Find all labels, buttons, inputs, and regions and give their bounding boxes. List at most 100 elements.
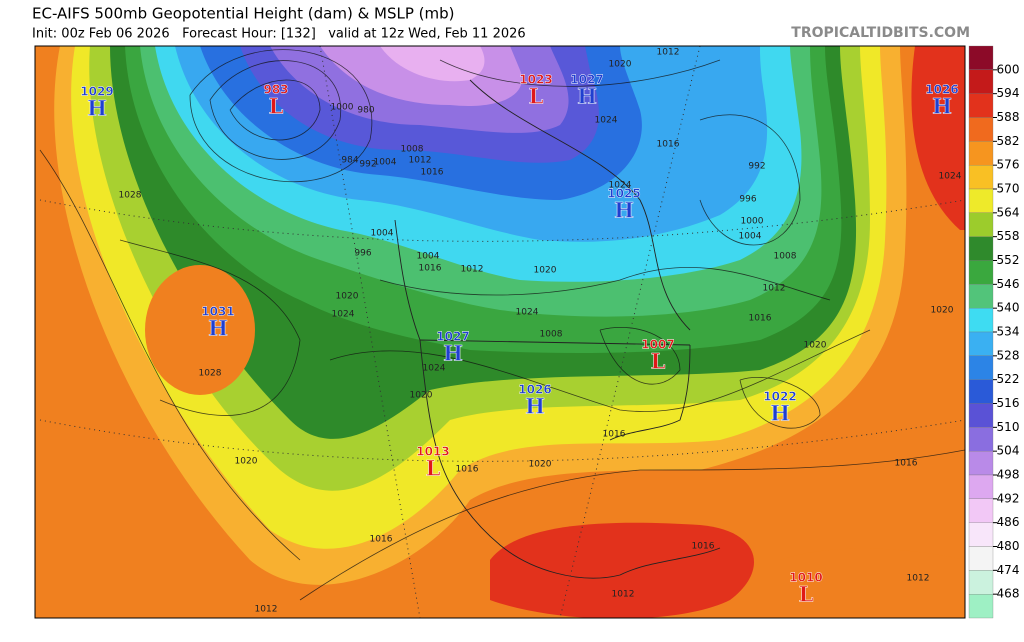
colorbar-label: 498 (997, 468, 1020, 482)
colorbar-label: 546 (997, 277, 1020, 291)
contour-label: 992 (748, 162, 765, 172)
contour-label: 1000 (331, 103, 354, 113)
center-letter: H (87, 96, 107, 121)
center-letter: H (208, 316, 228, 341)
colorbar-cell (968, 93, 994, 118)
map-frame (34, 45, 966, 619)
contour-label: 1004 (739, 232, 762, 242)
colorbar-label: 540 (997, 301, 1020, 315)
contour-label: 1020 (931, 306, 954, 316)
isobar (329, 329, 871, 412)
center-letter: H (770, 401, 790, 426)
colorbar-label: 582 (997, 134, 1020, 148)
isobar (299, 449, 965, 601)
contour-label: 1016 (456, 465, 479, 475)
colorbar-cell (968, 117, 994, 142)
contour-label: 996 (739, 195, 756, 205)
colorbar-label: 486 (997, 515, 1020, 529)
colorbar-label: 594 (997, 86, 1020, 100)
center-pressure: 1025 (607, 187, 640, 201)
center-pressure: 1013 (416, 445, 449, 459)
center-pressure: 1029 (80, 85, 113, 99)
contour-label: 996 (354, 249, 371, 259)
contour-label: 1016 (895, 459, 918, 469)
center-pressure: 1031 (201, 305, 234, 319)
contour-label: 1012 (657, 48, 680, 58)
colorbar-label: 504 (997, 444, 1020, 458)
colorbar-cell (968, 451, 994, 476)
colorbar-cell (968, 165, 994, 190)
center-letter: L (529, 84, 544, 109)
center-pressure: 1027 (436, 330, 469, 344)
contour-label: 1020 (410, 391, 433, 401)
isobar (209, 60, 342, 160)
field (145, 265, 255, 395)
center-letter: L (269, 94, 284, 119)
colorbar-cell (968, 308, 994, 333)
colorbar-label: 522 (997, 372, 1020, 386)
coastline (394, 219, 721, 579)
isobar (119, 239, 301, 416)
center-pressure: 1010 (789, 571, 822, 585)
colorbar-cell (968, 498, 994, 523)
contour-label: 1012 (763, 284, 786, 294)
center-letter: H (932, 94, 952, 119)
isobar (739, 376, 821, 429)
colorbar-label: 570 (997, 182, 1020, 196)
colorbar-label: 552 (997, 253, 1020, 267)
contour-label: 1016 (749, 314, 772, 324)
contour-label: 984 (341, 156, 358, 166)
center-letter: L (426, 456, 441, 481)
contour-label: 1016 (370, 535, 393, 545)
contour-label: 1008 (774, 252, 797, 262)
contour-label: 1024 (609, 181, 632, 191)
colorbar-cell (968, 284, 994, 309)
contour-label: 1020 (529, 460, 552, 470)
colorbar-cell (968, 379, 994, 404)
contour-label: 1004 (417, 252, 440, 262)
colorbar-label: 492 (997, 491, 1020, 505)
contour-label: 1024 (595, 116, 618, 126)
contour-label: 1020 (609, 60, 632, 70)
contour-label: 1012 (255, 605, 278, 615)
contour-label: 1024 (939, 172, 962, 182)
center-letter: L (651, 349, 666, 374)
coastline (419, 339, 691, 441)
isobar (189, 49, 373, 183)
isobar (229, 79, 321, 141)
contour-label: 1024 (423, 364, 446, 374)
contour-label: 1008 (540, 330, 563, 340)
center-pressure: 1026 (925, 83, 958, 97)
contour-label: 1024 (516, 308, 539, 318)
contour-label: 1024 (332, 310, 355, 320)
colorbar-label: 516 (997, 396, 1020, 410)
field (380, 46, 485, 82)
contour-label: 1028 (199, 369, 222, 379)
colorbar-cell (968, 427, 994, 452)
isobar (699, 114, 801, 246)
center-letter: H (577, 84, 597, 109)
title: EC-AIFS 500mb Geopotential Height (dam) … (32, 5, 455, 23)
field (780, 548, 965, 618)
contour-label: 1008 (401, 145, 424, 155)
colorbar-cell (968, 45, 994, 70)
colorbar-cell (968, 355, 994, 380)
isobar (439, 59, 721, 87)
contour-label: 1016 (421, 168, 444, 178)
contour-label: 1020 (804, 341, 827, 351)
contour-label: 1012 (612, 590, 635, 600)
contour-label: 980 (357, 106, 374, 116)
colorbar-label: 600 (997, 62, 1020, 76)
center-pressure: 1027 (570, 73, 603, 87)
colorbar-cell (968, 331, 994, 356)
colorbar-label: 558 (997, 229, 1020, 243)
colorbar-cell (968, 69, 994, 94)
contour-label: 1004 (374, 158, 397, 168)
center-pressure: 983 (263, 83, 288, 97)
center-pressure: 1007 (641, 338, 674, 352)
isobar (39, 149, 301, 561)
contour-label: 1016 (603, 430, 626, 440)
contour-label: 1004 (371, 229, 394, 239)
colorbar-cell (968, 522, 994, 547)
